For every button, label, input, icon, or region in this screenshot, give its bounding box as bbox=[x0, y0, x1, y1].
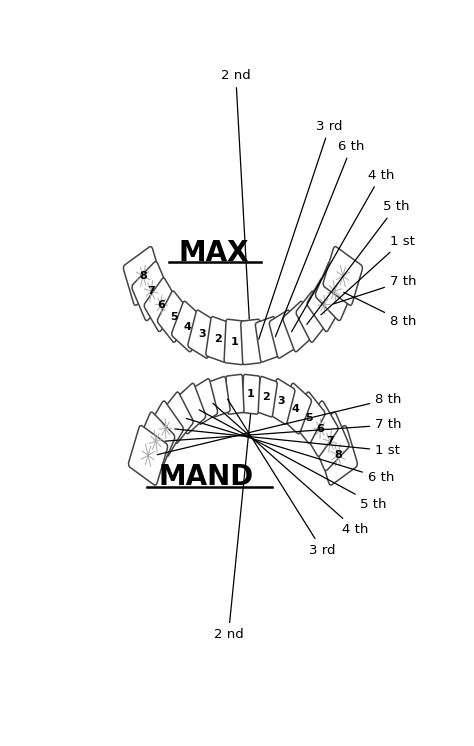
Text: MAX: MAX bbox=[178, 239, 249, 267]
FancyBboxPatch shape bbox=[206, 316, 230, 362]
FancyBboxPatch shape bbox=[161, 392, 193, 443]
Text: 8: 8 bbox=[334, 451, 342, 460]
FancyBboxPatch shape bbox=[302, 401, 338, 457]
FancyBboxPatch shape bbox=[188, 310, 217, 358]
FancyBboxPatch shape bbox=[241, 319, 262, 365]
Text: 1 st: 1 st bbox=[175, 429, 400, 457]
FancyBboxPatch shape bbox=[311, 412, 349, 471]
Text: 4 th: 4 th bbox=[292, 169, 394, 332]
Text: 3: 3 bbox=[199, 329, 206, 339]
Text: 1: 1 bbox=[247, 389, 255, 399]
Text: 4 th: 4 th bbox=[213, 404, 368, 536]
FancyBboxPatch shape bbox=[174, 383, 206, 433]
FancyBboxPatch shape bbox=[255, 316, 280, 362]
FancyBboxPatch shape bbox=[157, 291, 190, 342]
FancyBboxPatch shape bbox=[128, 425, 168, 485]
FancyBboxPatch shape bbox=[256, 377, 277, 417]
FancyBboxPatch shape bbox=[269, 310, 298, 358]
FancyBboxPatch shape bbox=[296, 291, 328, 342]
Text: 2: 2 bbox=[263, 392, 270, 401]
Text: 5: 5 bbox=[170, 312, 177, 322]
Text: 3 rd: 3 rd bbox=[228, 399, 336, 557]
FancyBboxPatch shape bbox=[307, 278, 342, 331]
Text: 2 nd: 2 nd bbox=[221, 69, 251, 319]
FancyBboxPatch shape bbox=[280, 383, 311, 433]
Text: 6: 6 bbox=[316, 424, 324, 433]
Text: 3 rd: 3 rd bbox=[259, 119, 343, 339]
Text: 7 th: 7 th bbox=[165, 419, 401, 441]
Text: MAND: MAND bbox=[159, 463, 254, 492]
Text: 7: 7 bbox=[147, 286, 155, 296]
Text: 2: 2 bbox=[214, 334, 222, 345]
FancyBboxPatch shape bbox=[315, 262, 354, 321]
FancyBboxPatch shape bbox=[318, 425, 357, 485]
Text: 7: 7 bbox=[326, 436, 334, 446]
Text: 3: 3 bbox=[278, 396, 285, 407]
Text: 8: 8 bbox=[139, 271, 147, 281]
FancyBboxPatch shape bbox=[226, 374, 244, 414]
FancyBboxPatch shape bbox=[292, 392, 325, 443]
Text: 8 th: 8 th bbox=[344, 292, 416, 328]
Text: 4: 4 bbox=[183, 322, 191, 331]
FancyBboxPatch shape bbox=[323, 247, 363, 305]
Text: 6 th: 6 th bbox=[186, 419, 394, 484]
Text: 7 th: 7 th bbox=[334, 275, 416, 304]
Text: 2 nd: 2 nd bbox=[213, 414, 251, 641]
FancyBboxPatch shape bbox=[144, 278, 179, 331]
FancyBboxPatch shape bbox=[242, 374, 260, 414]
Text: 8 th: 8 th bbox=[157, 392, 401, 454]
FancyBboxPatch shape bbox=[191, 379, 218, 424]
Text: 4: 4 bbox=[292, 404, 300, 413]
FancyBboxPatch shape bbox=[132, 262, 171, 321]
FancyBboxPatch shape bbox=[137, 412, 175, 471]
FancyBboxPatch shape bbox=[224, 319, 245, 365]
FancyBboxPatch shape bbox=[148, 401, 183, 457]
FancyBboxPatch shape bbox=[283, 301, 314, 352]
FancyBboxPatch shape bbox=[209, 377, 230, 417]
Text: 5 th: 5 th bbox=[307, 200, 409, 325]
Text: 6: 6 bbox=[157, 300, 165, 310]
FancyBboxPatch shape bbox=[268, 379, 295, 424]
Text: 1 st: 1 st bbox=[321, 234, 415, 315]
Text: 6 th: 6 th bbox=[275, 140, 365, 336]
Text: 1: 1 bbox=[231, 337, 238, 347]
FancyBboxPatch shape bbox=[123, 247, 163, 305]
FancyBboxPatch shape bbox=[172, 301, 203, 352]
Text: 5 th: 5 th bbox=[199, 410, 387, 511]
Text: 5: 5 bbox=[305, 413, 313, 423]
